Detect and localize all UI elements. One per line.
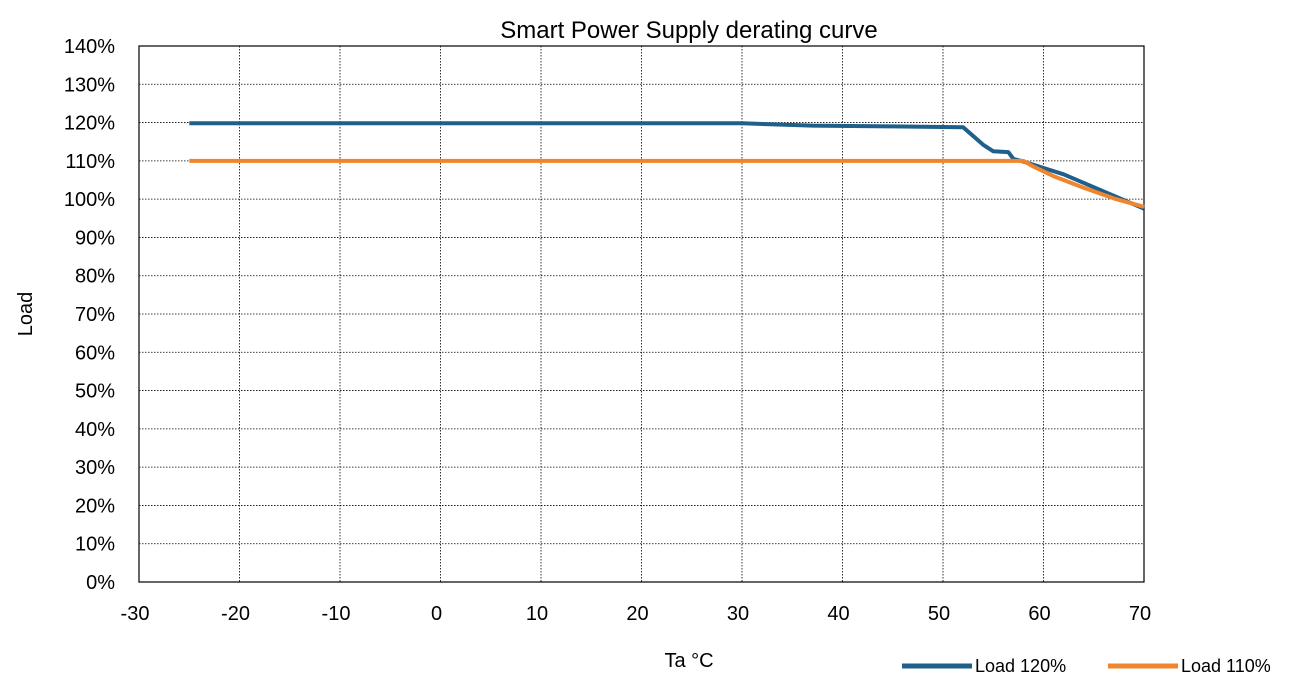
y-tick-label: 100%: [64, 189, 115, 211]
legend-label-load-110: Load 110%: [1181, 656, 1271, 675]
series-lines: [189, 121, 1145, 211]
y-tick-labels: 0% 10% 20% 30% 40% 50% 60% 70% 80% 90% 100% 110% 120…: [64, 36, 115, 594]
y-tick-label: 0%: [86, 572, 115, 594]
y-tick-label: 70%: [75, 304, 115, 326]
y-tick-label: 120%: [64, 113, 115, 135]
legend: Load 120% Load 110%: [902, 656, 1271, 675]
y-axis-label: Load: [15, 292, 37, 337]
y-tick-label: 30%: [75, 457, 115, 479]
grid-lines: [139, 46, 1144, 582]
y-tick-label: 90%: [75, 227, 115, 249]
x-tick-label: 50: [928, 603, 950, 625]
x-tick-label: 10: [526, 603, 548, 625]
y-tick-label: 20%: [75, 495, 115, 517]
x-axis-label: Ta °C: [664, 650, 713, 672]
x-tick-label: -10: [322, 603, 351, 625]
x-tick-label: 40: [827, 603, 849, 625]
y-tick-label: 140%: [64, 36, 115, 58]
plot-frame: [138, 45, 1145, 583]
y-tick-label: 50%: [75, 381, 115, 403]
y-tick-label: 60%: [75, 342, 115, 364]
x-tick-label: 60: [1028, 603, 1050, 625]
x-tick-label: 0: [431, 603, 442, 625]
x-tick-label: -20: [221, 603, 250, 625]
x-tick-label: 70: [1129, 603, 1151, 625]
x-tick-label: 30: [727, 603, 749, 625]
y-tick-label: 10%: [75, 534, 115, 556]
y-tick-label: 110%: [65, 151, 115, 173]
y-tick-label: 40%: [75, 419, 115, 441]
series-line-load-120: [189, 121, 1145, 211]
x-tick-label: 20: [626, 603, 648, 625]
x-tick-labels: -30 -20 -10 0 10 20 30 40 50 60 70: [121, 603, 1152, 625]
legend-label-load-120: Load 120%: [975, 656, 1066, 675]
series-line-load-110: [189, 158, 1145, 209]
x-tick-label: -30: [121, 603, 150, 625]
y-tick-label: 130%: [64, 74, 115, 96]
y-tick-label: 80%: [75, 266, 115, 288]
chart-title: Smart Power Supply derating curve: [500, 17, 878, 44]
